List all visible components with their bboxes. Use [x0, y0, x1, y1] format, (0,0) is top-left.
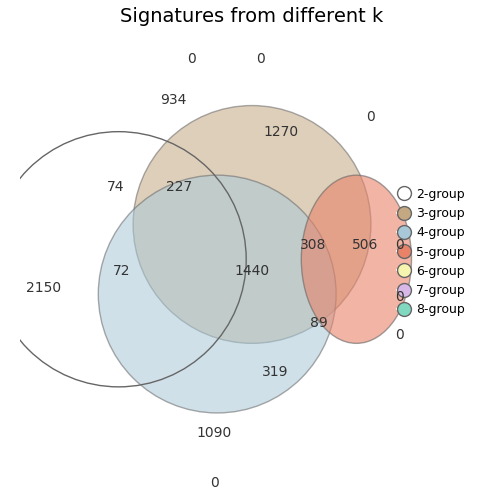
Text: 74: 74	[107, 180, 124, 194]
Text: 0: 0	[186, 52, 196, 66]
Text: 0: 0	[257, 52, 265, 66]
Text: 0: 0	[366, 110, 375, 124]
Text: 1440: 1440	[234, 264, 270, 278]
Text: 1090: 1090	[197, 426, 232, 440]
Text: 319: 319	[262, 365, 288, 380]
Legend: 2-group, 3-group, 4-group, 5-group, 6-group, 7-group, 8-group: 2-group, 3-group, 4-group, 5-group, 6-gr…	[398, 188, 465, 317]
Text: 0: 0	[210, 476, 219, 489]
Text: 72: 72	[113, 264, 130, 278]
Ellipse shape	[133, 105, 371, 343]
Title: Signatures from different k: Signatures from different k	[120, 7, 384, 26]
Text: 506: 506	[352, 238, 379, 252]
Text: 0: 0	[396, 328, 404, 342]
Text: 0: 0	[396, 290, 404, 304]
Text: 0: 0	[396, 238, 404, 252]
Ellipse shape	[98, 175, 336, 413]
Text: 227: 227	[166, 180, 193, 194]
Text: 89: 89	[310, 316, 328, 330]
Text: 2150: 2150	[26, 281, 61, 295]
Ellipse shape	[301, 175, 411, 343]
Text: 934: 934	[160, 93, 187, 107]
Text: 1270: 1270	[264, 124, 298, 139]
Text: 308: 308	[300, 238, 326, 252]
